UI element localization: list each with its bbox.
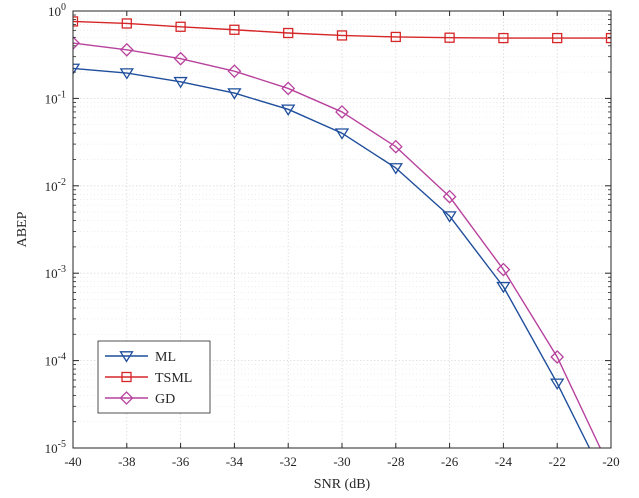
data-point-ml <box>388 163 403 175</box>
data-point-tsml <box>283 27 294 39</box>
data-point-ml <box>496 281 511 294</box>
y-tick-base: 10 <box>45 441 58 456</box>
data-point-gd <box>119 42 134 57</box>
data-point-ml <box>73 63 81 76</box>
x-tick-label: -36 <box>172 454 190 469</box>
legend: ML TSML GD <box>97 340 211 414</box>
data-point-tsml <box>390 31 401 43</box>
y-tick-exponent: -1 <box>58 89 66 100</box>
data-point-gd <box>388 139 403 154</box>
data-point-gd <box>550 350 565 364</box>
y-tick-exponent: -4 <box>58 352 66 363</box>
data-point-ml <box>173 76 188 89</box>
legend-marker-gd <box>119 391 134 405</box>
data-point-gd <box>496 262 511 277</box>
y-tick-label: 10-2 <box>45 177 66 194</box>
y-tick-label: 10-4 <box>45 352 66 369</box>
data-point-tsml <box>175 21 186 32</box>
y-tick-base: 10 <box>45 354 58 369</box>
data-point-tsml <box>73 16 79 27</box>
y-tick-label: 10-1 <box>45 89 66 106</box>
y-tick-label: 10-3 <box>45 264 66 281</box>
y-tick-base: 10 <box>48 4 61 19</box>
legend-label-gd: GD <box>155 392 175 407</box>
axis-ticks <box>72 10 612 449</box>
data-point-gd <box>281 81 296 96</box>
series-lines <box>73 16 611 448</box>
x-tick-label: -38 <box>118 454 135 469</box>
y-axis-label: ABEP <box>15 211 30 247</box>
y-tick-base: 10 <box>45 266 58 281</box>
x-tick-label: -34 <box>226 454 244 469</box>
data-point-ml <box>550 378 565 390</box>
data-point-ml <box>442 211 457 223</box>
data-point-gd <box>335 105 349 119</box>
series-line-gd <box>73 42 601 448</box>
y-tick-label: 10-5 <box>45 439 66 456</box>
y-tick-exponent: -3 <box>58 264 66 275</box>
y-tick-label: 100 <box>48 2 66 19</box>
data-point-tsml <box>444 32 455 43</box>
data-point-tsml <box>336 30 348 41</box>
data-point-tsml <box>552 32 563 44</box>
y-tick-exponent: 0 <box>61 2 66 13</box>
y-tick-base: 10 <box>45 179 58 194</box>
data-point-gd <box>173 51 188 66</box>
legend-marker-tsml <box>121 371 132 383</box>
legend-label-ml: ML <box>155 350 176 365</box>
data-point-gd <box>73 36 80 50</box>
x-tick-labels: -40 -38 -36 -34 -32 -30 -28 -26 -24 -22 -20 <box>64 454 619 469</box>
data-point-tsml <box>605 32 611 44</box>
x-tick-label: -32 <box>280 454 297 469</box>
x-tick-label: -26 <box>441 454 459 469</box>
legend-marker-ml <box>119 351 134 363</box>
y-tick-exponent: -2 <box>58 177 66 188</box>
data-point-ml <box>281 104 296 116</box>
x-tick-label: -30 <box>333 454 350 469</box>
series-line-tsml <box>73 20 611 39</box>
data-point-ml <box>227 88 242 100</box>
series-line-ml <box>73 67 591 448</box>
x-tick-label: -40 <box>64 454 81 469</box>
legend-label-tsml: TSML <box>155 371 192 386</box>
x-tick-label: -24 <box>495 454 513 469</box>
x-tick-label: -20 <box>602 454 619 469</box>
x-tick-label: -22 <box>549 454 566 469</box>
y-tick-base: 10 <box>45 91 58 106</box>
data-point-ml <box>119 68 134 80</box>
y-tick-exponent: -5 <box>58 439 66 450</box>
data-point-tsml <box>121 18 132 29</box>
grid <box>73 11 611 448</box>
x-tick-label: -28 <box>387 454 404 469</box>
x-axis-label: SNR (dB) <box>314 477 371 492</box>
data-point-gd <box>227 64 242 79</box>
data-point-tsml <box>498 32 509 44</box>
data-point-gd <box>442 189 457 204</box>
data-point-ml <box>334 128 350 140</box>
data-point-tsml <box>229 24 240 35</box>
